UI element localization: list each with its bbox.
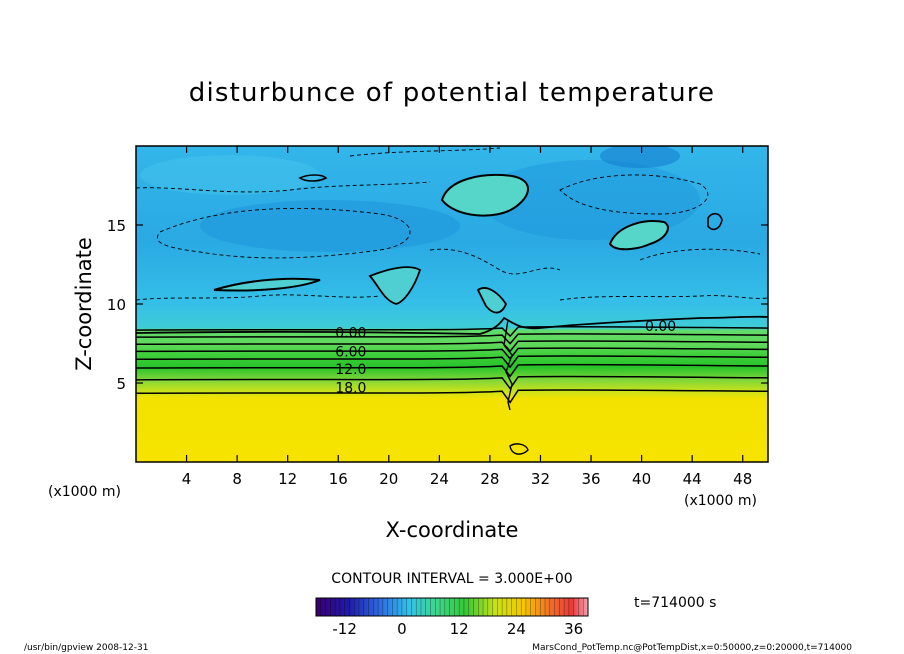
x-tick-label: 28 bbox=[480, 470, 499, 488]
x-tick-label: 16 bbox=[329, 470, 348, 488]
warm-patch bbox=[140, 155, 320, 195]
footer-left: /usr/bin/gpview 2008-12-31 bbox=[24, 643, 148, 653]
colorbar-tick-label: -12 bbox=[332, 620, 357, 638]
x-axis: 4 8 12 16 20 24 28 32 36 40 44 48 bbox=[182, 146, 752, 488]
contour-line bbox=[707, 212, 723, 231]
x-tick-label: 8 bbox=[232, 470, 242, 488]
x-tick-label: 20 bbox=[379, 470, 398, 488]
colorbar-ticks: -12 0 12 24 36 bbox=[332, 620, 583, 638]
contour-label: 6.00 bbox=[335, 344, 366, 360]
x-tick-label: 44 bbox=[683, 470, 702, 488]
colorbar-tick-label: 0 bbox=[397, 620, 407, 638]
level-contours bbox=[136, 325, 768, 404]
contour-label: 12.0 bbox=[335, 362, 366, 378]
contour-line bbox=[136, 340, 768, 353]
x-axis-label: X-coordinate bbox=[386, 518, 519, 542]
contour-line bbox=[136, 389, 768, 404]
y-axis: 5 10 15 bbox=[107, 217, 768, 393]
contour-label: 18.0 bbox=[335, 381, 366, 397]
contour-interval: CONTOUR INTERVAL = 3.000E+00 bbox=[331, 571, 572, 587]
contour-label: 0.00 bbox=[335, 325, 366, 341]
time-label: t=714000 s bbox=[634, 595, 716, 611]
warm-blob bbox=[368, 266, 422, 305]
contour-line bbox=[136, 325, 768, 338]
cold-patch bbox=[480, 160, 700, 240]
x-unit-left: (x1000 m) bbox=[48, 484, 121, 500]
contour-label: 0.00 bbox=[645, 319, 676, 335]
warm-blob bbox=[213, 277, 321, 292]
contour-line bbox=[503, 319, 513, 411]
footer-right: MarsCond_PotTemp.nc@PotTempDist,x=0:5000… bbox=[532, 643, 852, 653]
cold-patch bbox=[600, 146, 680, 168]
contour-line bbox=[136, 355, 768, 369]
plot-area bbox=[136, 146, 768, 462]
warm-blob bbox=[440, 174, 529, 217]
x-tick-label: 4 bbox=[182, 470, 192, 488]
contour-line bbox=[136, 347, 768, 360]
y-tick-label: 10 bbox=[107, 296, 126, 314]
colorbar-tick-label: 12 bbox=[450, 620, 469, 638]
colorbar bbox=[315, 597, 589, 617]
y-axis-label: Z-coordinate bbox=[72, 237, 96, 371]
colorbar-tick-label: 36 bbox=[564, 620, 583, 638]
colorbar-tick-label: 24 bbox=[507, 620, 526, 638]
contour-line bbox=[136, 375, 768, 390]
cold-patch bbox=[200, 200, 460, 252]
negative-contours bbox=[136, 147, 768, 301]
contour-labels: 0.00 6.00 12.0 18.0 0.00 bbox=[335, 319, 676, 397]
y-tick-label: 15 bbox=[107, 217, 126, 235]
x-tick-label: 36 bbox=[581, 470, 600, 488]
x-tick-label: 24 bbox=[430, 470, 449, 488]
x-tick-label: 48 bbox=[733, 470, 752, 488]
x-tick-label: 12 bbox=[278, 470, 297, 488]
x-unit-right: (x1000 m) bbox=[684, 493, 757, 509]
contour-line bbox=[298, 174, 328, 182]
warm-blob bbox=[608, 220, 669, 251]
chart-title: disturbunce of potential temperature bbox=[189, 78, 716, 108]
y-tick-label: 5 bbox=[116, 375, 126, 393]
x-tick-label: 32 bbox=[531, 470, 550, 488]
x-tick-label: 40 bbox=[632, 470, 651, 488]
contour-line bbox=[509, 443, 529, 455]
contour-line bbox=[136, 363, 768, 378]
warm-blob bbox=[476, 287, 508, 314]
colorbar-stripes bbox=[315, 598, 589, 616]
contour-line bbox=[136, 333, 768, 345]
